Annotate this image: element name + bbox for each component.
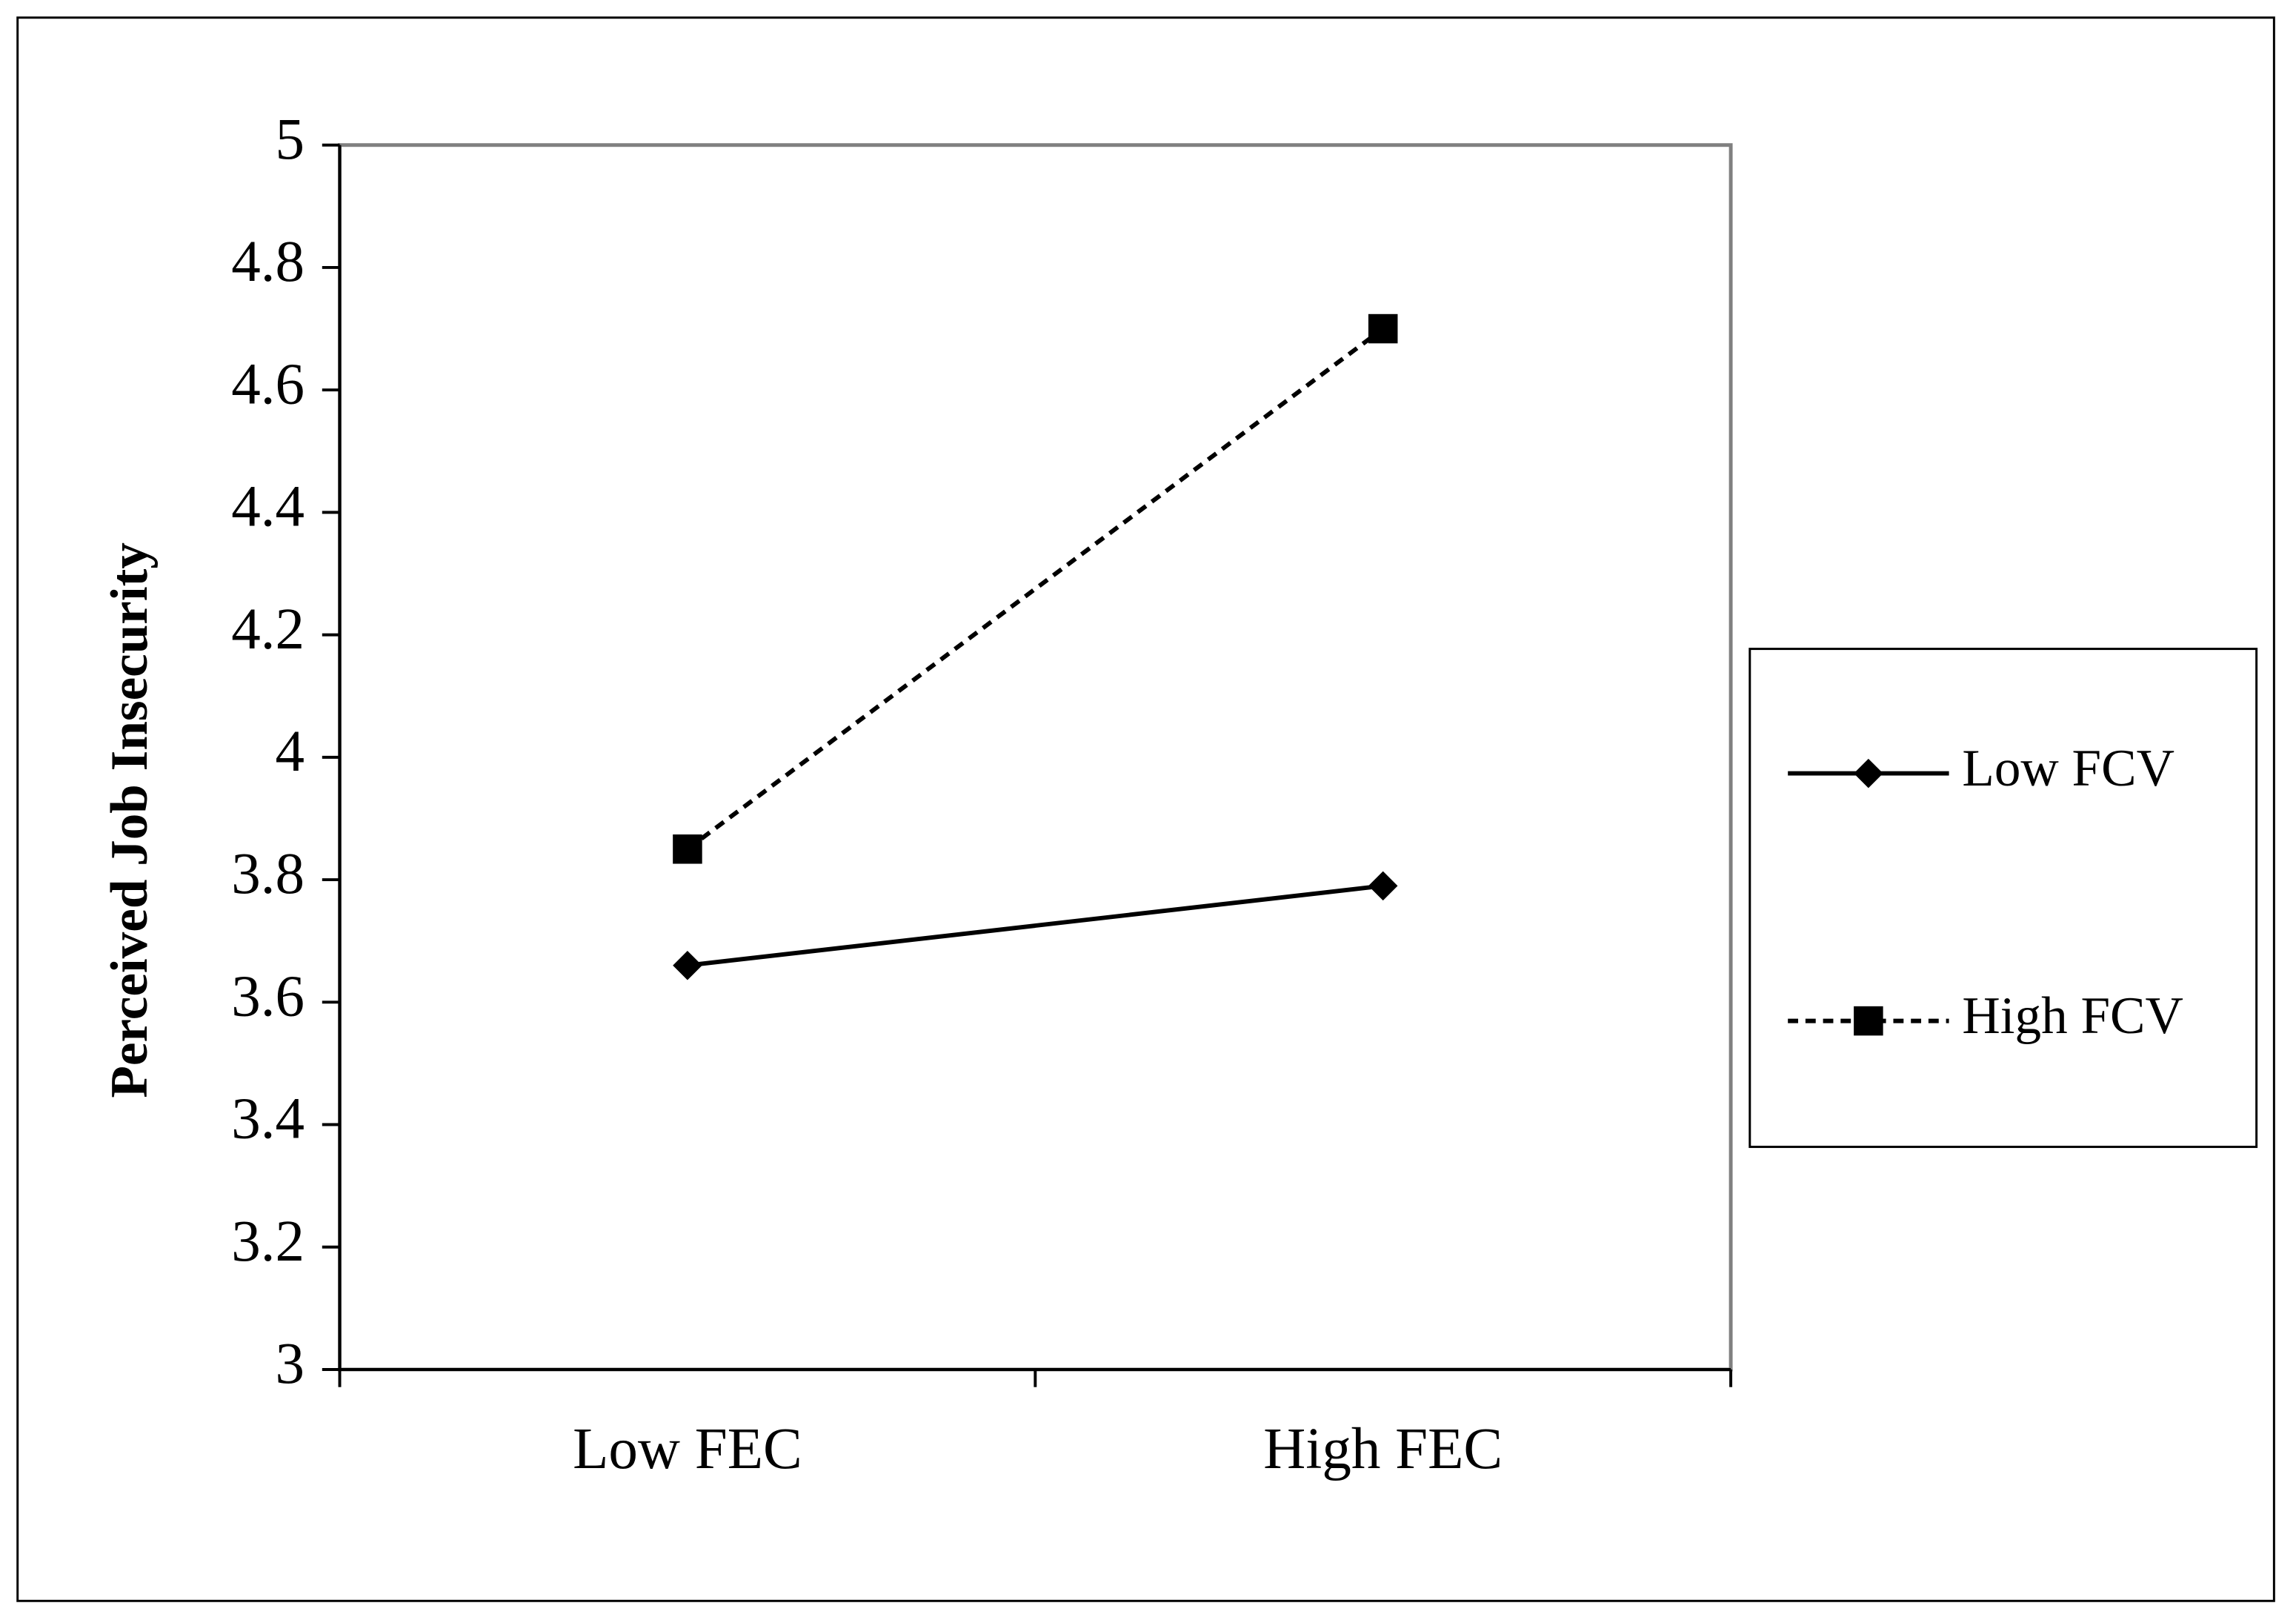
series-line	[687, 883, 1384, 968]
y-tick-label: 4.6	[231, 352, 305, 416]
y-tick-label: 3	[276, 1332, 305, 1396]
legend-marker	[1854, 1006, 1883, 1036]
x-tick-label: High FEC	[1263, 1417, 1503, 1481]
y-tick-label: 4.2	[231, 597, 305, 662]
y-tick-label: 4.4	[231, 475, 305, 540]
legend-marker	[1854, 758, 1883, 789]
point	[673, 834, 702, 864]
y-tick-label: 3.4	[231, 1087, 305, 1152]
y-tick-label: 3.2	[231, 1209, 305, 1274]
y-tick-label: 3.8	[231, 842, 305, 906]
y-tick-label: 3.6	[231, 964, 305, 1029]
legend-label: Low FCV	[1962, 740, 2174, 797]
y-tick-label: 4	[276, 720, 305, 784]
y-tick-label: 4.8	[231, 230, 305, 294]
y-axis-title: Perceived Job Insecurity	[101, 542, 159, 1098]
y-tick-label: 5	[276, 107, 305, 172]
series-line	[686, 327, 1385, 852]
x-tick-label: Low FEC	[573, 1417, 802, 1481]
legend-label: High FCV	[1962, 987, 2183, 1045]
legend	[1748, 648, 2258, 1149]
point	[1368, 313, 1398, 344]
